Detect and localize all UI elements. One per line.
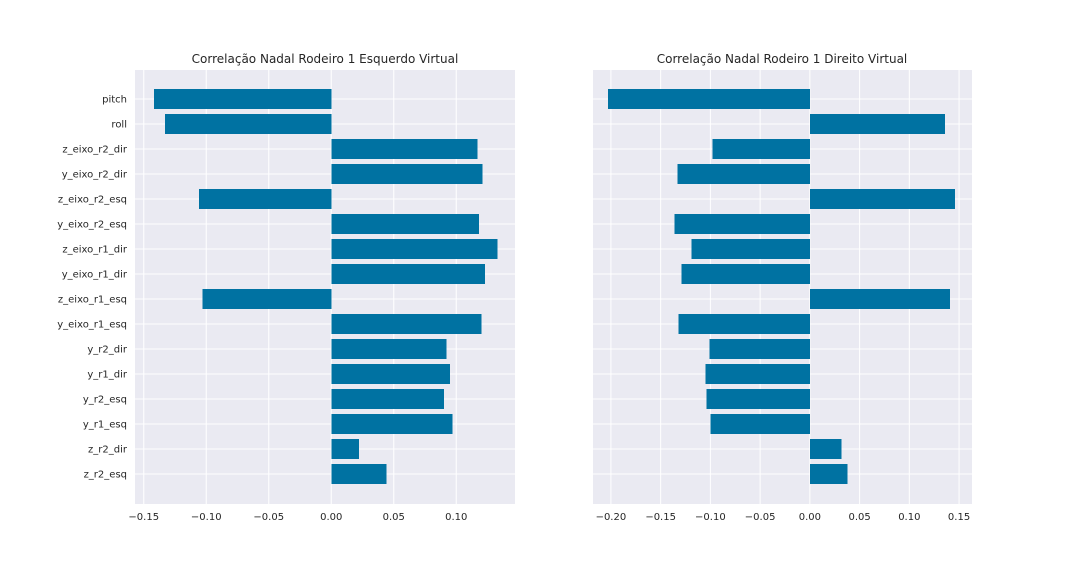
right-x-tick-label: 0.10 <box>898 512 920 523</box>
left-bar-y_eixo_r1_esq <box>331 314 482 334</box>
left-category-label: y_r1_esq <box>83 420 127 431</box>
right-bar-y_eixo_r2_esq <box>674 214 810 234</box>
left-category-label: y_eixo_r2_esq <box>57 220 127 231</box>
right-chart-panel: −0.20 −0.15 −0.10 −0.05 0.00 0.05 0.10 0.15 Cor… <box>593 52 972 523</box>
left-category-label: z_eixo_r1_esq <box>58 295 127 306</box>
right-bar-y_r2_esq <box>706 389 810 409</box>
right-bar-z_eixo_r1_esq <box>809 289 951 309</box>
right-chart-title: Correlação Nadal Rodeiro 1 Direito Virtu… <box>657 52 908 66</box>
right-bar-y_r1_dir <box>705 364 810 384</box>
right-x-tick-label: −0.05 <box>745 512 776 523</box>
right-bar-z_eixo_r2_dir <box>712 139 810 159</box>
left-bar-y_r1_esq <box>331 414 453 434</box>
right-bar-z_eixo_r2_esq <box>809 189 956 209</box>
right-plot-area <box>593 70 972 504</box>
right-bar-y_r2_dir <box>709 339 810 359</box>
right-bar-z_r2_esq <box>809 464 848 484</box>
right-x-tick-label: 0.05 <box>848 512 870 523</box>
right-x-tick-label: −0.15 <box>645 512 676 523</box>
left-bar-z_r2_esq <box>331 464 387 484</box>
left-x-tick-label: −0.10 <box>191 512 222 523</box>
left-category-label: y_eixo_r1_esq <box>57 320 127 331</box>
right-bar-y_eixo_r1_esq <box>678 314 810 334</box>
right-bar-z_r2_dir <box>809 439 842 459</box>
left-category-label: y_eixo_r2_dir <box>62 170 128 181</box>
right-bar-roll <box>809 114 946 134</box>
right-x-tick-label: 0.15 <box>948 512 970 523</box>
left-category-label: z_eixo_r2_esq <box>58 195 127 206</box>
left-category-label: z_eixo_r2_dir <box>62 145 128 156</box>
right-bar-z_eixo_r1_dir <box>691 239 810 259</box>
right-bar-pitch <box>607 89 810 109</box>
left-bar-y_eixo_r2_esq <box>331 214 479 234</box>
left-bar-pitch <box>153 89 332 109</box>
left-bar-z_eixo_r2_dir <box>331 139 478 159</box>
left-bar-y_eixo_r1_dir <box>331 264 485 284</box>
left-plot-area <box>135 70 515 504</box>
right-bar-y_eixo_r2_dir <box>677 164 810 184</box>
left-category-label: y_r2_dir <box>87 345 128 356</box>
right-bars <box>607 89 956 484</box>
left-chart-panel: pitch roll z_eixo_r2_dir y_eixo_r2_dir z_eix… <box>57 52 515 523</box>
right-bar-y_r1_esq <box>710 414 810 434</box>
right-x-tick-labels: −0.20 −0.15 −0.10 −0.05 0.00 0.05 0.10 0.15 <box>596 512 971 523</box>
left-x-tick-label: 0.10 <box>445 512 467 523</box>
right-bar-y_eixo_r1_dir <box>681 264 810 284</box>
left-category-label: z_eixo_r1_dir <box>62 245 128 256</box>
left-x-tick-label: −0.15 <box>128 512 159 523</box>
right-x-tick-label: −0.20 <box>596 512 627 523</box>
left-category-label: y_eixo_r1_dir <box>62 270 128 281</box>
left-bar-roll <box>165 114 332 134</box>
left-category-label: y_r1_dir <box>87 370 128 381</box>
left-bar-y_r1_dir <box>331 364 450 384</box>
left-bar-z_r2_dir <box>331 439 359 459</box>
left-bars <box>153 89 498 484</box>
left-category-label: z_r2_esq <box>84 470 127 481</box>
right-x-tick-label: −0.10 <box>695 512 726 523</box>
left-bar-z_eixo_r1_dir <box>331 239 498 259</box>
left-x-tick-labels: −0.15 −0.10 −0.05 0.00 0.05 0.10 <box>128 512 467 523</box>
left-chart-title: Correlação Nadal Rodeiro 1 Esquerdo Virt… <box>192 52 459 66</box>
left-category-labels: pitch roll z_eixo_r2_dir y_eixo_r2_dir z_eix… <box>57 95 128 481</box>
left-bar-y_r2_esq <box>331 389 444 409</box>
left-bar-z_eixo_r2_esq <box>198 189 332 209</box>
left-x-tick-label: 0.00 <box>320 512 342 523</box>
right-x-tick-label: 0.00 <box>799 512 821 523</box>
left-category-label: z_r2_dir <box>88 445 128 456</box>
left-category-label: pitch <box>102 95 127 106</box>
left-bar-y_r2_dir <box>331 339 447 359</box>
left-x-tick-label: −0.05 <box>253 512 284 523</box>
left-bar-y_eixo_r2_dir <box>331 164 483 184</box>
left-category-label: y_r2_esq <box>83 395 127 406</box>
left-category-label: roll <box>111 120 127 131</box>
left-x-tick-label: 0.05 <box>383 512 405 523</box>
left-bar-z_eixo_r1_esq <box>202 289 332 309</box>
